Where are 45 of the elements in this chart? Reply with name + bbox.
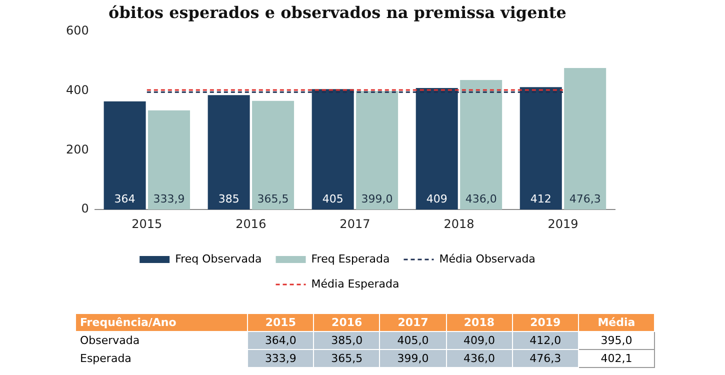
data-label: 365,5 — [257, 192, 289, 206]
y-tick-label: 200 — [66, 142, 89, 156]
data-label: 405 — [322, 192, 344, 206]
data-label: 385 — [218, 192, 240, 206]
legend-label: Freq Esperada — [311, 252, 390, 266]
text: 399,0 — [380, 350, 446, 368]
text: Média — [578, 314, 654, 332]
text: Esperada — [76, 350, 248, 368]
x-tick-label: 2019 — [548, 216, 578, 231]
data-label: 399,0 — [361, 192, 393, 206]
text: 409,0 — [446, 332, 512, 350]
text: 436,0 — [446, 350, 512, 368]
category-label: 2019 — [530, 316, 561, 329]
data-label: 436,0 — [465, 192, 497, 206]
legend-label: Freq Observada — [175, 252, 262, 266]
category-label: 2017 — [398, 316, 428, 329]
text: 412,0 — [512, 332, 578, 350]
text: 476,3 — [512, 350, 578, 368]
x-tick-label: 2018 — [444, 216, 474, 231]
text: 365,5 — [314, 350, 380, 368]
y-tick-label: 0 — [81, 202, 89, 216]
legend-label: Média Observada — [439, 252, 536, 266]
category-label: 2018 — [464, 316, 495, 329]
text: 395,0 — [578, 332, 654, 350]
text: 402,1 — [578, 350, 654, 368]
y-tick-label: 400 — [66, 82, 89, 97]
text: Frequência/Ano — [76, 314, 248, 332]
y-tick-label: 600 — [66, 23, 89, 38]
chart-title: óbitos esperados e observados na premissa vigente — [108, 2, 566, 22]
text: Observada — [76, 332, 248, 350]
data-label: 333,9 — [153, 192, 185, 206]
legend-label: Média Esperada — [311, 277, 400, 290]
data-label: 364 — [114, 192, 136, 206]
data-label: 476,3 — [569, 192, 601, 206]
category-label: 2015 — [265, 316, 296, 329]
text: 405,0 — [380, 332, 446, 350]
x-tick-label: 2016 — [236, 216, 266, 231]
data-label: 412 — [530, 192, 552, 206]
category-label: 2016 — [332, 316, 362, 329]
x-tick-label: 2015 — [132, 216, 162, 231]
data-label: 409 — [426, 192, 448, 206]
text: 364,0 — [248, 332, 314, 350]
x-tick-label: 2017 — [340, 216, 370, 231]
text: 333,9 — [248, 350, 314, 368]
text: 385,0 — [314, 332, 380, 350]
